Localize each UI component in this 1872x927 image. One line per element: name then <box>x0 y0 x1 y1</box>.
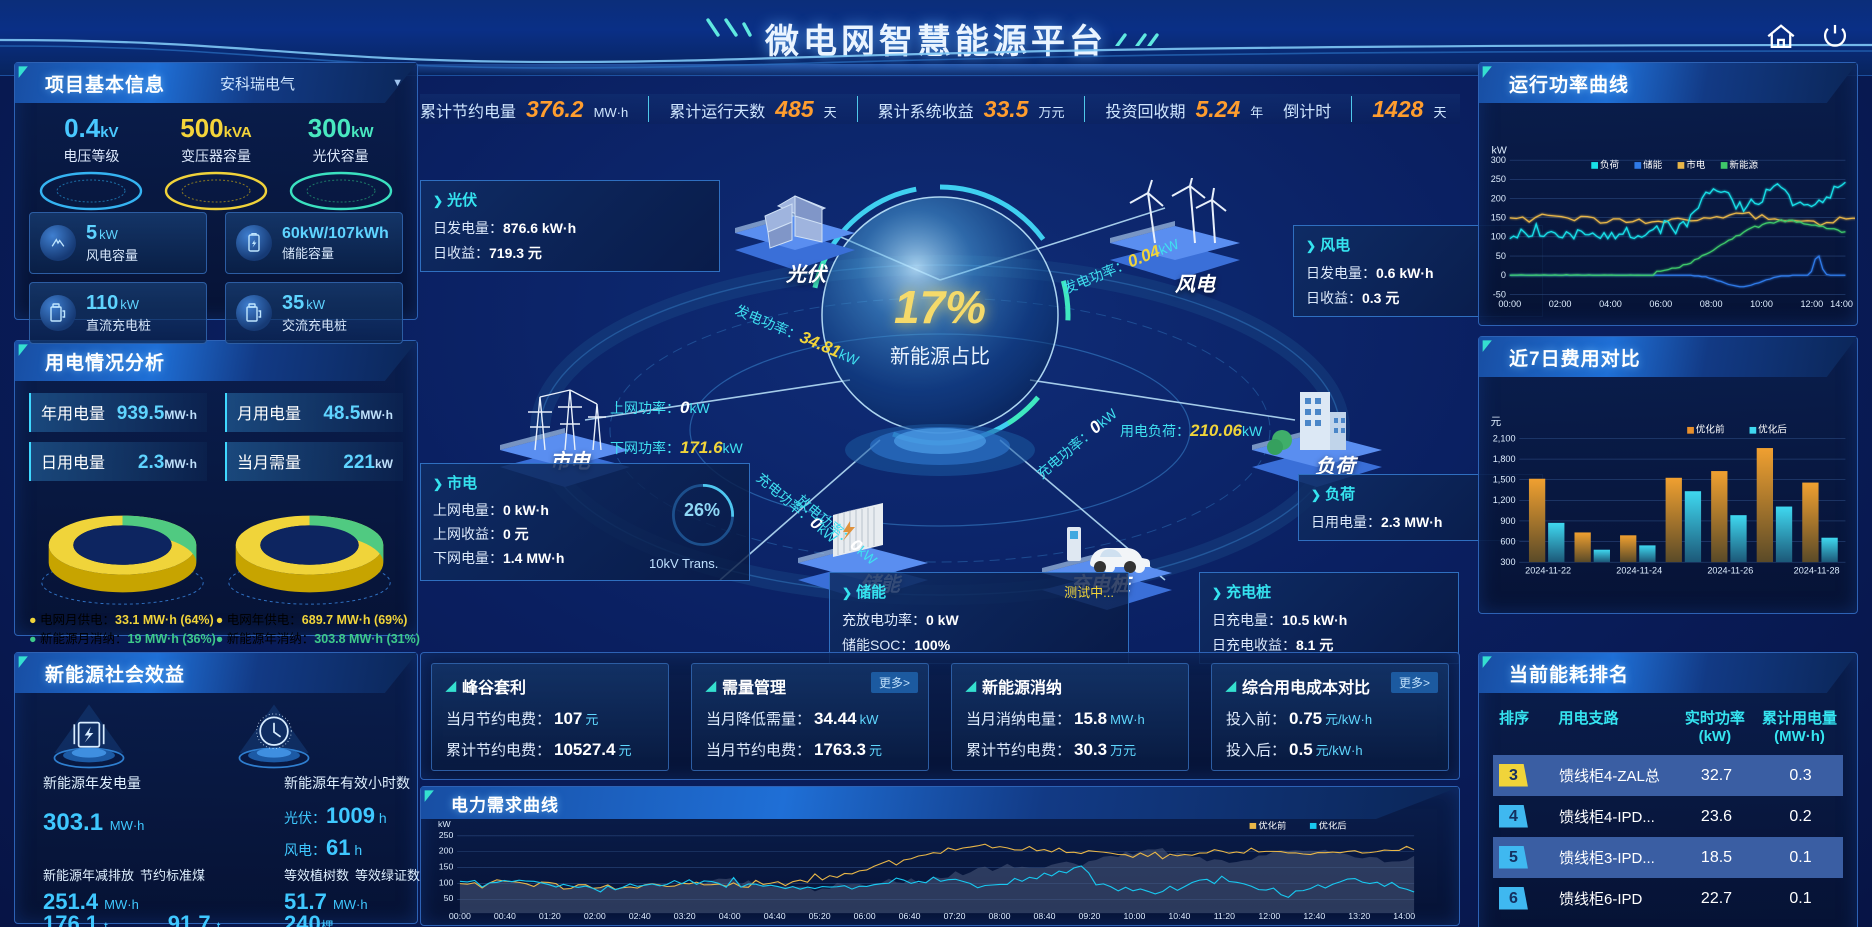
svg-text:2024-11-24: 2024-11-24 <box>1616 566 1662 576</box>
svg-text:12:40: 12:40 <box>1303 911 1325 920</box>
svg-text:50: 50 <box>444 894 454 903</box>
svg-text:250: 250 <box>439 830 454 839</box>
svg-text:元: 元 <box>1491 416 1502 428</box>
svg-text:02:40: 02:40 <box>629 911 651 920</box>
svg-text:优化后: 优化后 <box>1319 820 1347 830</box>
svg-text:1,200: 1,200 <box>1493 495 1516 505</box>
svg-text:02:00: 02:00 <box>584 911 606 920</box>
svg-text:优化前: 优化前 <box>1258 820 1286 830</box>
svg-text:01:20: 01:20 <box>539 911 561 920</box>
svg-text:08:00: 08:00 <box>1700 299 1723 309</box>
svg-text:08:40: 08:40 <box>1034 911 1056 920</box>
svg-text:100: 100 <box>1491 232 1506 242</box>
svg-text:200: 200 <box>1491 193 1506 203</box>
svg-text:200: 200 <box>439 846 454 855</box>
svg-text:1,500: 1,500 <box>1493 475 1516 485</box>
svg-text:04:00: 04:00 <box>1599 299 1622 309</box>
svg-text:2024-11-28: 2024-11-28 <box>1794 566 1840 576</box>
svg-text:2024-11-26: 2024-11-26 <box>1707 566 1753 576</box>
svg-text:2,100: 2,100 <box>1493 433 1516 443</box>
svg-text:市电: 市电 <box>1686 159 1706 171</box>
svg-text:10:40: 10:40 <box>1168 911 1190 920</box>
svg-text:06:00: 06:00 <box>854 911 876 920</box>
svg-text:优化后: 优化后 <box>1758 424 1787 436</box>
svg-text:03:20: 03:20 <box>674 911 696 920</box>
svg-text:150: 150 <box>1491 213 1506 223</box>
svg-text:250: 250 <box>1491 174 1506 184</box>
svg-text:14:00: 14:00 <box>1393 911 1415 920</box>
svg-text:12:00: 12:00 <box>1258 911 1280 920</box>
svg-text:kW: kW <box>438 819 451 828</box>
svg-text:储能: 储能 <box>1643 159 1663 171</box>
svg-text:10:00: 10:00 <box>1750 299 1773 309</box>
svg-text:13:20: 13:20 <box>1348 911 1370 920</box>
svg-text:0: 0 <box>1501 270 1506 280</box>
svg-text:新能源: 新能源 <box>1729 159 1758 171</box>
svg-text:05:20: 05:20 <box>809 911 831 920</box>
svg-text:04:00: 04:00 <box>719 911 741 920</box>
svg-text:100: 100 <box>439 878 454 887</box>
svg-text:负荷: 负荷 <box>1600 159 1620 171</box>
svg-text:900: 900 <box>1500 516 1515 526</box>
svg-text:00:00: 00:00 <box>1498 299 1521 309</box>
svg-text:06:00: 06:00 <box>1649 299 1672 309</box>
svg-text:06:40: 06:40 <box>899 911 921 920</box>
svg-text:-50: -50 <box>1493 289 1506 299</box>
svg-text:02:00: 02:00 <box>1549 299 1572 309</box>
svg-text:04:40: 04:40 <box>764 911 786 920</box>
svg-text:600: 600 <box>1500 536 1515 546</box>
svg-text:10:00: 10:00 <box>1123 911 1145 920</box>
svg-text:2024-11-22: 2024-11-22 <box>1525 566 1571 576</box>
svg-text:00:40: 00:40 <box>494 911 516 920</box>
svg-text:08:00: 08:00 <box>989 911 1011 920</box>
svg-text:300: 300 <box>1491 155 1506 165</box>
svg-text:12:00: 12:00 <box>1800 299 1823 309</box>
svg-text:1,800: 1,800 <box>1493 454 1516 464</box>
svg-text:14:00: 14:00 <box>1830 299 1853 309</box>
svg-text:优化前: 优化前 <box>1696 424 1725 436</box>
svg-text:07:20: 07:20 <box>944 911 966 920</box>
svg-text:150: 150 <box>439 862 454 871</box>
svg-text:50: 50 <box>1496 251 1506 261</box>
svg-text:300: 300 <box>1500 557 1515 567</box>
svg-text:11:20: 11:20 <box>1214 911 1236 920</box>
svg-text:00:00: 00:00 <box>449 911 471 920</box>
svg-text:09:20: 09:20 <box>1078 911 1100 920</box>
